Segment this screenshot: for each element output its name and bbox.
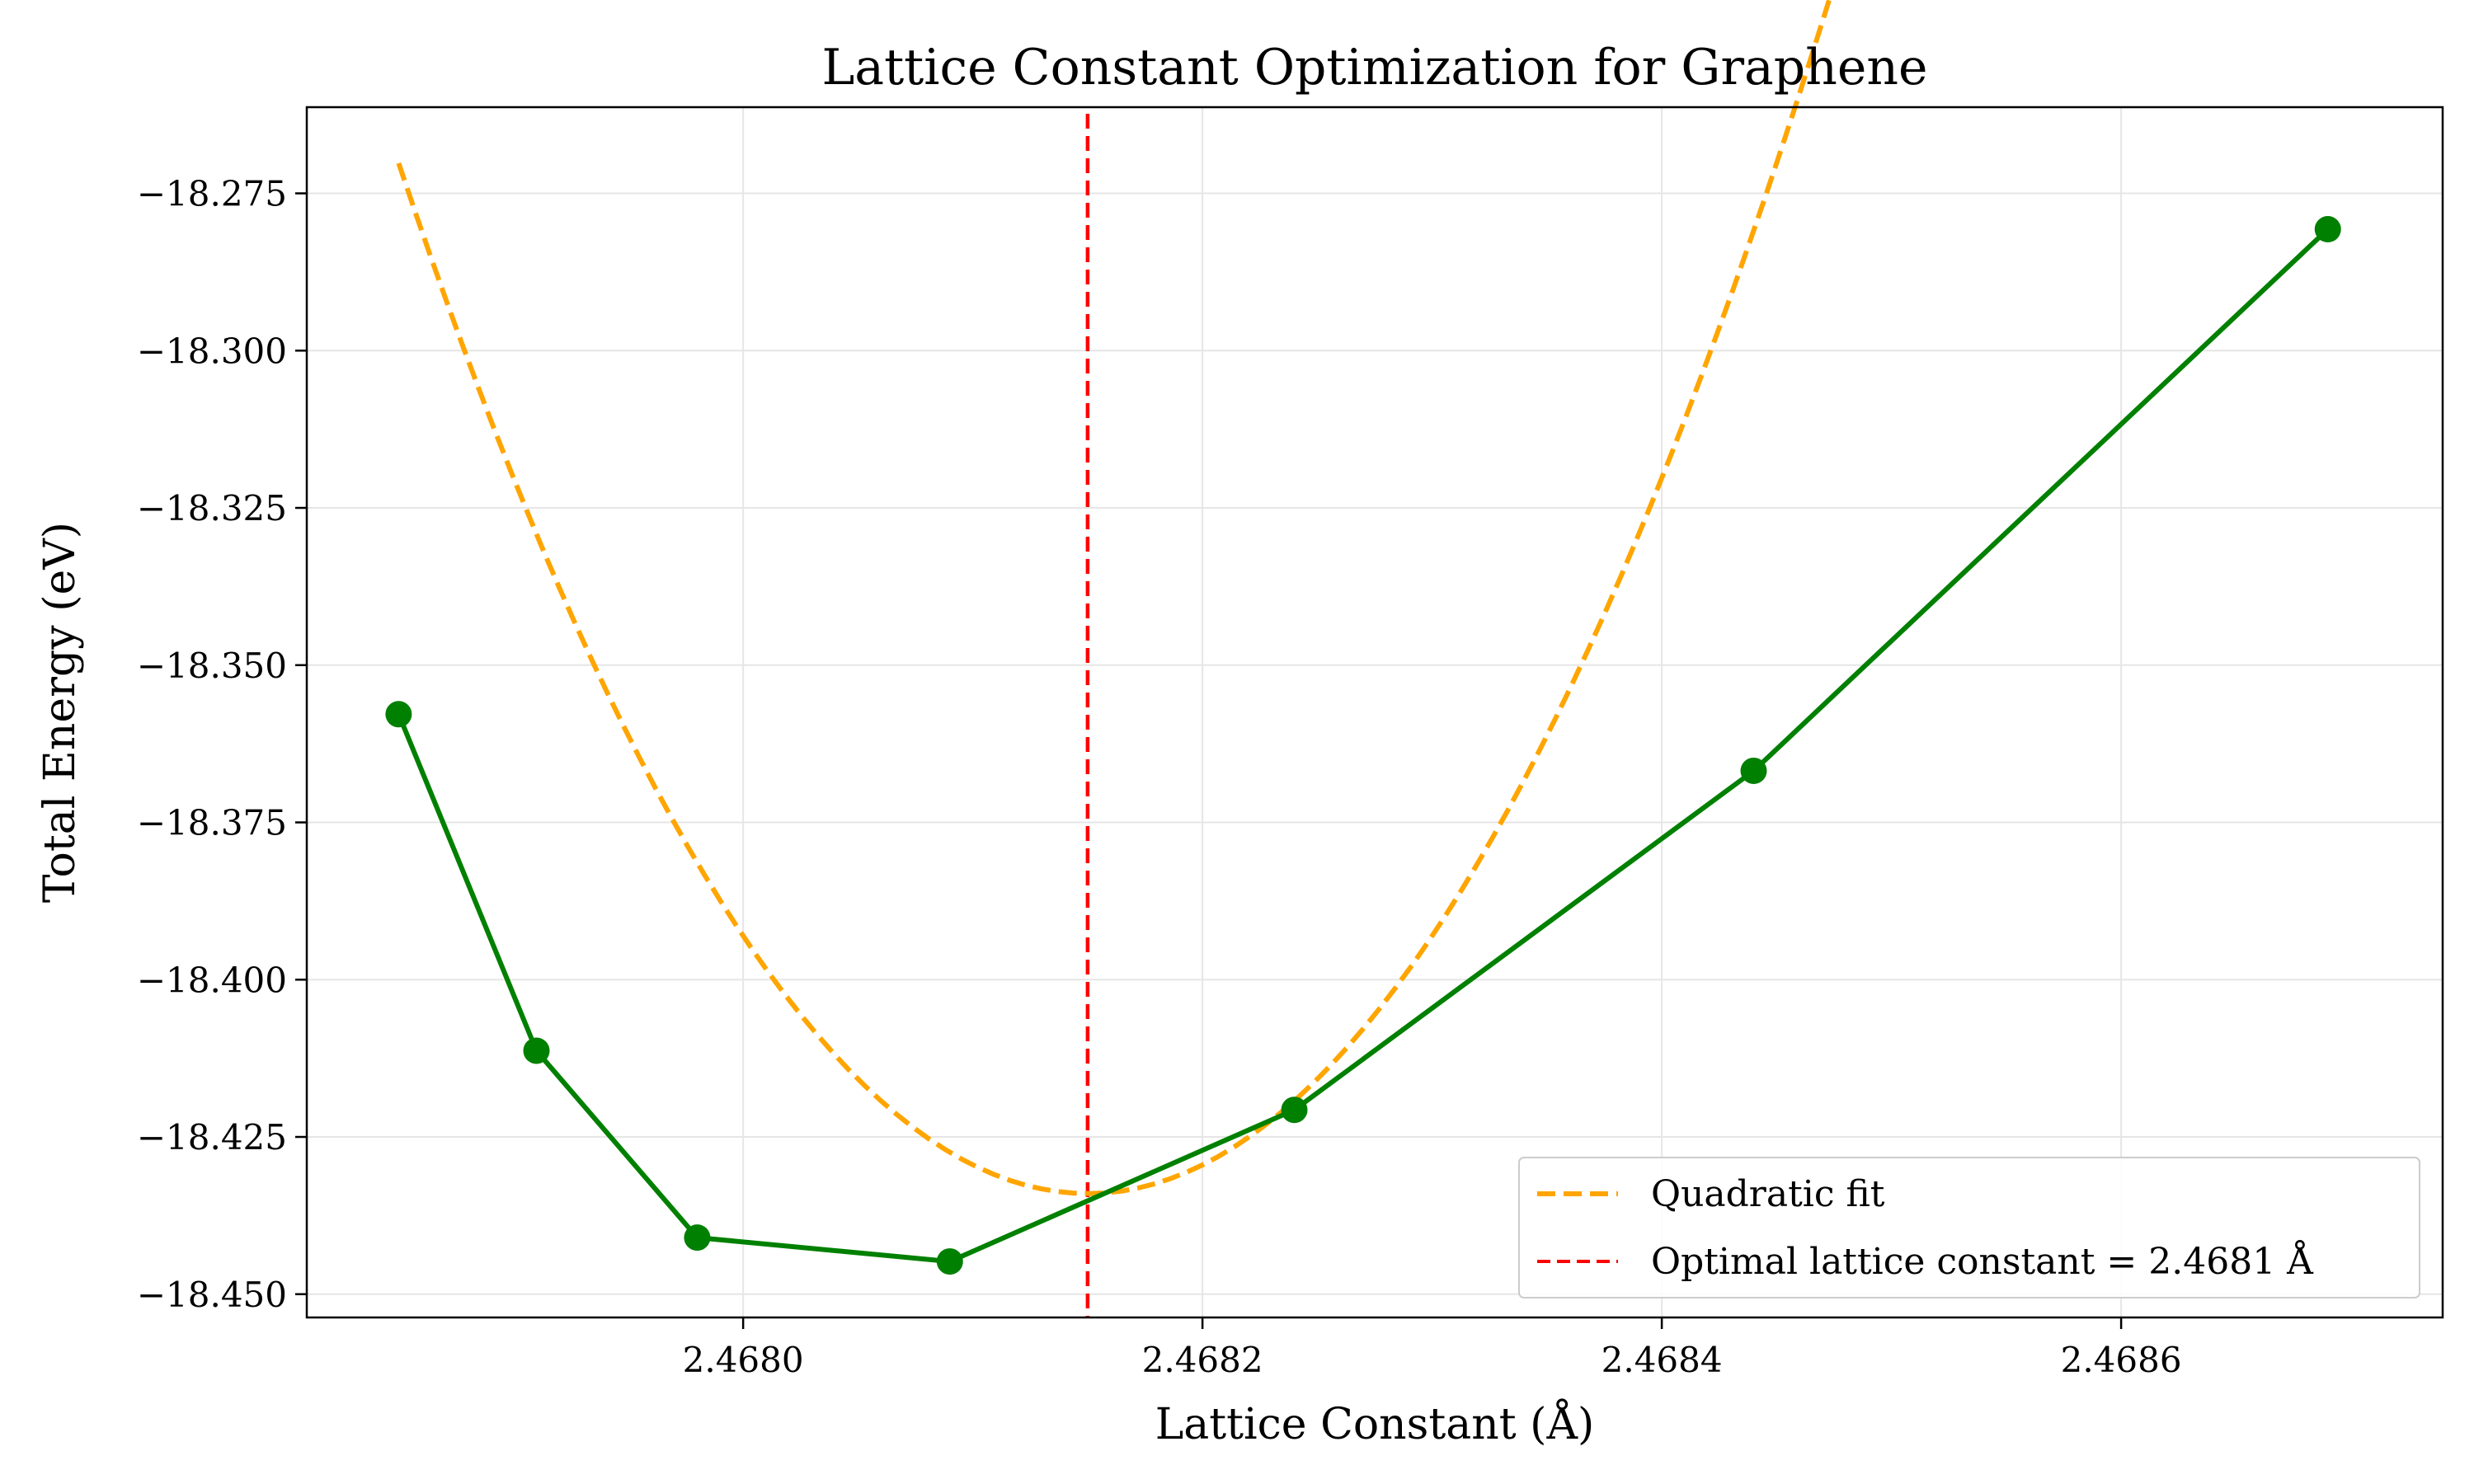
energy-data-point	[684, 1224, 711, 1252]
y-tick-label: −18.325	[137, 488, 287, 528]
legend-fit-label: Quadratic fit	[1651, 1173, 1885, 1215]
x-tick-label: 2.4682	[1142, 1340, 1263, 1380]
energy-data-point	[1281, 1097, 1308, 1124]
plot-frame	[305, 106, 2444, 1319]
y-tick-label: −18.300	[137, 331, 287, 371]
energy-data-point	[2314, 216, 2341, 243]
x-axis-label: Lattice Constant (Å)	[1155, 1398, 1595, 1449]
y-tick-label: −18.375	[137, 803, 287, 843]
energy-data-point	[385, 701, 412, 728]
legend: Quadratic fit Optimal lattice constant =…	[1518, 1157, 2420, 1298]
quadratic-fit-curve	[396, 0, 1832, 1196]
grid	[307, 107, 2443, 1317]
ticks: 2.4680 2.4682 2.4684 2.4686 −18.275 −18.300 −1…	[137, 174, 2182, 1380]
x-tick-label: 2.4680	[683, 1340, 804, 1380]
y-tick-label: −18.400	[137, 960, 287, 1000]
x-tick-label: 2.4686	[2061, 1340, 2182, 1380]
energy-data-point	[523, 1037, 550, 1064]
energy-data-point	[936, 1248, 963, 1275]
legend-box	[1518, 1157, 2420, 1298]
y-tick-label: −18.450	[137, 1275, 287, 1315]
chart-title: Lattice Constant Optimization for Graphe…	[821, 39, 1927, 96]
y-axis-label: Total Energy (eV)	[35, 522, 85, 903]
y-tick-label: −18.425	[137, 1117, 287, 1158]
y-tick-label: −18.350	[137, 646, 287, 686]
energy-data-point	[1740, 757, 1767, 784]
y-tick-label: −18.275	[137, 174, 287, 214]
legend-optimal-label: Optimal lattice constant = 2.4681 Å	[1651, 1239, 2314, 1283]
x-tick-label: 2.4684	[1602, 1340, 1723, 1380]
plot-area	[385, 0, 2341, 1317]
